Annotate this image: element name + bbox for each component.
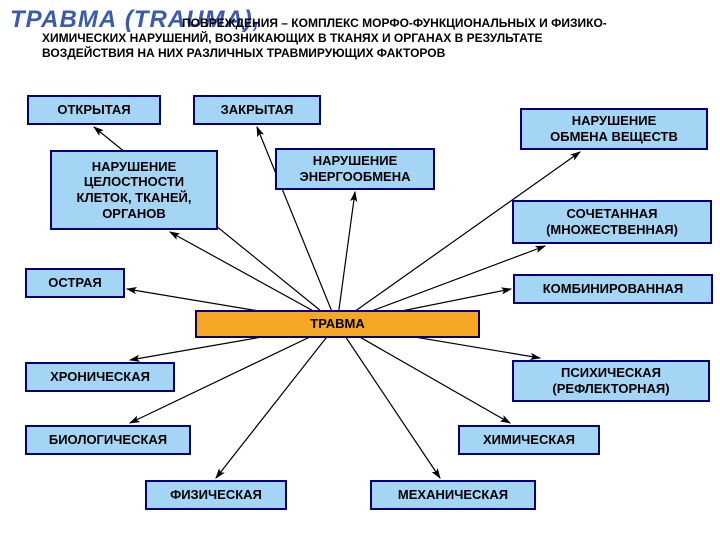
box-open: ОТКРЫТАЯ	[27, 95, 161, 125]
diagram-stage: ТРАВМА (TRAUMA), ПОВРЕЖДЕНИЯ – КОМПЛЕКС …	[0, 0, 720, 540]
arrow-to-phys	[216, 324, 337, 478]
arrow-to-mech	[337, 324, 440, 478]
box-phys: ФИЗИЧЕСКАЯ	[145, 480, 287, 510]
box-combined_mult: СОЧЕТАННАЯ (МНОЖЕСТВЕННАЯ)	[512, 200, 712, 244]
box-combined: КОМБИНИРОВАННАЯ	[513, 274, 713, 304]
box-psych: ПСИХИЧЕСКАЯ (РЕФЛЕКТОРНАЯ)	[512, 360, 710, 402]
box-mech: МЕХАНИЧЕСКАЯ	[370, 480, 536, 510]
arrow-to-chem	[337, 324, 510, 423]
box-bio: БИОЛОГИЧЕСКАЯ	[25, 425, 191, 455]
box-integrity: НАРУШЕНИЕ ЦЕЛОСТНОСТИ КЛЕТОК, ТКАНЕЙ, ОР…	[50, 150, 218, 230]
box-energy: НАРУШЕНИЕ ЭНЕРГООБМЕНА	[275, 148, 435, 190]
box-metab: НАРУШЕНИЕ ОБМЕНА ВЕЩЕСТВ	[520, 108, 708, 150]
definition-text: ПОВРЕЖДЕНИЯ – КОМПЛЕКС МОРФО-ФУНКЦИОНАЛЬ…	[42, 16, 712, 61]
box-trauma: ТРАВМА	[195, 310, 480, 338]
arrow-to-energy	[337, 192, 355, 324]
box-closed: ЗАКРЫТАЯ	[193, 95, 321, 125]
box-chronic: ХРОНИЧЕСКАЯ	[25, 362, 175, 392]
box-chem: ХИМИЧЕСКАЯ	[458, 425, 600, 455]
box-acute: ОСТРАЯ	[25, 268, 125, 298]
